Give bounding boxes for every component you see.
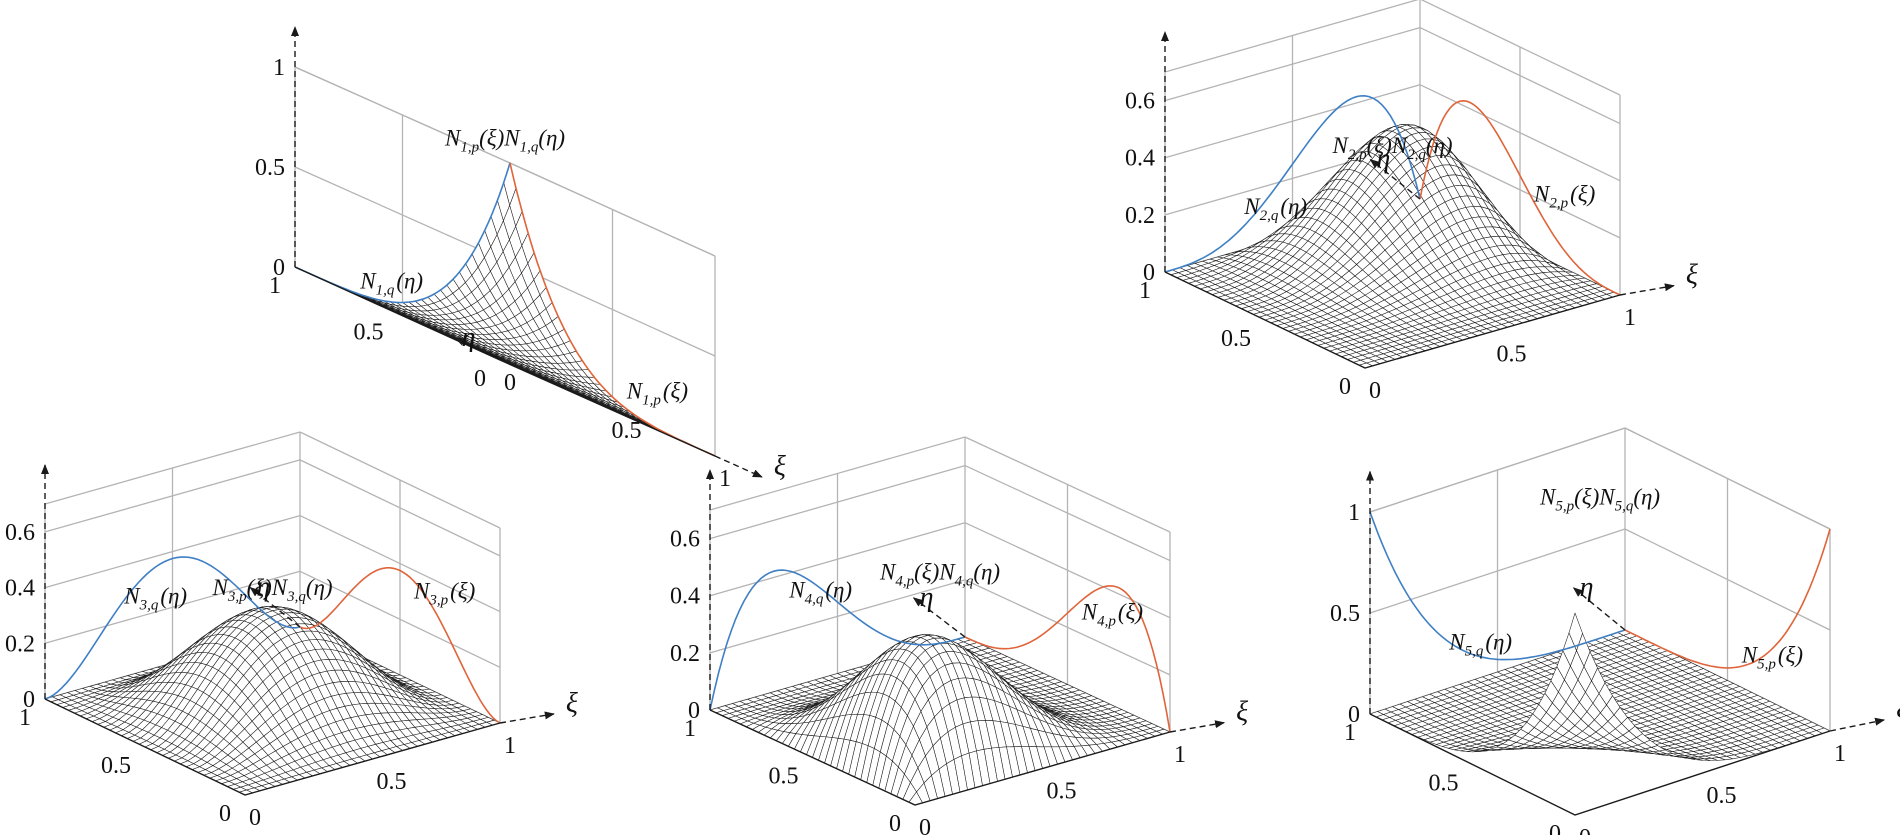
eta-tick-label: 0 bbox=[889, 811, 901, 835]
surface-mesh bbox=[294, 162, 716, 457]
xi-tick-label: 0 bbox=[1369, 378, 1381, 404]
eta-axis-label: η bbox=[461, 322, 475, 353]
grid-line bbox=[509, 162, 716, 257]
grid-line bbox=[1420, 0, 1621, 96]
surface-label: N4,p(ξ)N4,q(η) bbox=[879, 559, 1000, 589]
xi-tick-label: 0.5 bbox=[1047, 779, 1077, 805]
z-tick-label: 0.6 bbox=[5, 520, 35, 546]
z-tick-label: 0.4 bbox=[5, 576, 35, 602]
xi-tick-label: 0 bbox=[919, 815, 931, 835]
xi-tick-label: 0 bbox=[504, 370, 516, 396]
eta-tick-label: 0.5 bbox=[354, 320, 384, 346]
surface-mesh bbox=[1369, 612, 1831, 761]
xi-axis-arrow bbox=[1169, 720, 1226, 733]
grid-line bbox=[1164, 26, 1421, 102]
grid-line bbox=[294, 166, 511, 264]
xi-axis-arrow bbox=[1619, 283, 1675, 296]
z-tick-label: 1 bbox=[273, 55, 285, 81]
floor-front-edges bbox=[294, 266, 716, 457]
grid-line bbox=[294, 66, 511, 164]
xi-axis-label: ξ bbox=[1236, 697, 1248, 728]
xi-tick-label: 1 bbox=[1174, 742, 1186, 768]
xi-axis-arrow bbox=[499, 711, 555, 724]
xi-axis-label: ξ bbox=[566, 688, 578, 719]
z-tick-label: 0.2 bbox=[670, 641, 700, 667]
z-tick-label: 0.2 bbox=[1125, 203, 1155, 229]
xi-tick-label: 1 bbox=[1624, 305, 1636, 331]
eta-tick-label: 1 bbox=[19, 705, 31, 731]
eta-tick-label: 0.5 bbox=[1221, 326, 1251, 352]
z-tick-label: 0.2 bbox=[5, 631, 35, 657]
panel-4: 00.20.40.600.5100.51ξηN4,q(η)N4,p(ξ)N4,p… bbox=[670, 436, 1248, 835]
grid-line bbox=[1419, 84, 1621, 182]
grid-line bbox=[1419, 26, 1621, 125]
xi-tick-label: 0.5 bbox=[612, 418, 642, 444]
panel-5: 00.5100.5100.51ξηN5,q(η)N5,p(ξ)N5,p(ξ)N5… bbox=[1330, 427, 1900, 835]
xi-axis-label: ξ bbox=[1686, 260, 1698, 291]
eta-axis-label: η bbox=[920, 582, 934, 613]
grid-line bbox=[509, 262, 716, 357]
grid-line bbox=[1164, 0, 1419, 73]
xi-curve-label: N3,p(ξ) bbox=[413, 578, 475, 608]
eta-tick-label: 0 bbox=[219, 801, 231, 827]
z-tick-label: 0.6 bbox=[670, 527, 700, 553]
eta-curve-label: N3,q(η) bbox=[123, 583, 187, 613]
eta-curve-label: N1,q(η) bbox=[359, 268, 423, 298]
panel-axes bbox=[291, 26, 763, 478]
eta-tick-label: 0 bbox=[1339, 374, 1351, 400]
z-tick-label: 0.6 bbox=[1125, 89, 1155, 115]
surface-label: N1,p(ξ)N1,q(η) bbox=[444, 126, 565, 156]
eta-tick-label: 0 bbox=[474, 366, 486, 392]
xi-axis-arrow bbox=[714, 455, 763, 478]
eta-tick-label: 1 bbox=[1139, 278, 1151, 304]
z-tick-label: 0 bbox=[273, 255, 285, 281]
xi-axis-label: ξ bbox=[774, 451, 786, 482]
xi-curve-label: N4,p(ξ) bbox=[1081, 599, 1143, 629]
xi-tick-label: 1 bbox=[719, 466, 731, 492]
eta-tick-label: 1 bbox=[684, 716, 696, 742]
xi-curve-label: N1,p(ξ) bbox=[626, 378, 688, 408]
eta-tick-label: 1 bbox=[269, 273, 281, 299]
xi-tick-label: 0.5 bbox=[377, 769, 407, 795]
grid-line bbox=[1164, 84, 1421, 159]
xi-curve-label: N2,p(ξ) bbox=[1533, 182, 1595, 212]
xi-tick-label: 0.5 bbox=[1497, 342, 1527, 368]
z-tick-label: 0.5 bbox=[255, 155, 285, 181]
xi-tick-label: 1 bbox=[504, 733, 516, 759]
surface-mesh bbox=[1164, 124, 1621, 369]
eta-tick-label: 0.5 bbox=[769, 764, 799, 790]
z-tick-label: 0.4 bbox=[1125, 146, 1155, 172]
xi-tick-label: 0 bbox=[249, 805, 261, 831]
z-tick-label: 0.4 bbox=[670, 584, 700, 610]
eta-curve-label: N4,q(η) bbox=[788, 578, 852, 608]
eta-tick-label: 0.5 bbox=[101, 753, 131, 779]
